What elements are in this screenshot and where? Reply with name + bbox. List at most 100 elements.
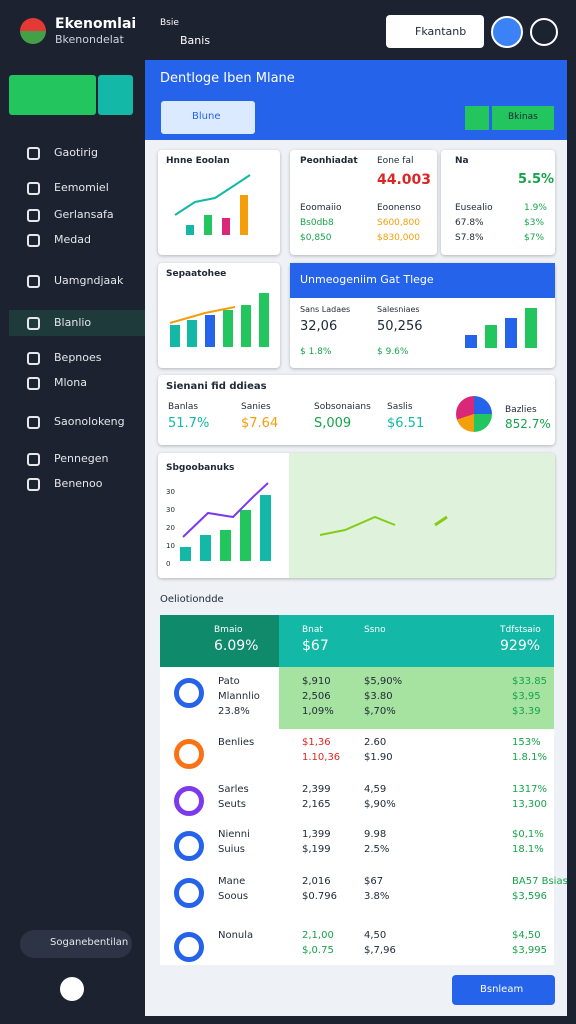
sidebar-icon	[27, 182, 40, 195]
label: Bazlies	[505, 405, 537, 415]
table-cell: 2.60	[364, 737, 387, 748]
card	[290, 150, 437, 255]
card-title: Sienani fid ddieas	[166, 381, 267, 392]
table-cell: $1,36	[302, 737, 331, 748]
tab-text: Blune	[192, 111, 221, 122]
table-header-text: $67	[302, 638, 329, 654]
tick-label: 0	[166, 560, 171, 568]
table-cell: BA57 Bsias	[512, 876, 568, 887]
sidebar-item: Uamgndjaak	[54, 274, 124, 287]
pie	[456, 396, 492, 432]
table-cell: 13,300	[512, 799, 547, 810]
table-cell: $3,596	[512, 891, 547, 902]
section-title: Oeliotiondde	[160, 594, 224, 605]
menu-icon[interactable]	[530, 18, 558, 46]
table-cell: $3,995	[512, 945, 547, 956]
sidebar-item: Mlona	[54, 376, 87, 389]
table-cell: $0,1%	[512, 829, 544, 840]
mini-chart	[169, 293, 269, 347]
table-cell: $33.85	[512, 676, 547, 687]
tick-label: 10	[166, 542, 175, 550]
table-header-text: Bnat	[302, 625, 323, 635]
bottom-icon[interactable]	[60, 977, 84, 1001]
sidebar-button[interactable]	[98, 75, 133, 115]
sidebar-icon	[27, 234, 40, 247]
table-cell: $,70%	[364, 706, 396, 717]
sidebar-icon	[27, 209, 40, 222]
tick-label: 20	[166, 524, 175, 532]
table-cell: 4,59	[364, 784, 387, 795]
card-title: Sbgoobanuks	[166, 463, 235, 473]
table-cell: $3.80	[364, 691, 393, 702]
table-header-text: Tdfstsaio	[500, 625, 541, 635]
tick-label: 30	[166, 488, 175, 496]
table-cell: 2,399	[302, 784, 331, 795]
label: 67.8%	[455, 218, 484, 228]
label: Peonhiadat	[300, 156, 358, 166]
table-cell: 18.1%	[512, 844, 544, 855]
mini-chart	[465, 308, 537, 348]
table-header-text: Ssno	[364, 625, 386, 635]
table-cell: $3.39	[512, 706, 541, 717]
search-box[interactable]	[386, 15, 484, 48]
label: Bsie	[160, 18, 179, 28]
table-cell: 2.5%	[364, 844, 390, 855]
tick-label: 30	[166, 506, 175, 514]
action-button[interactable]	[492, 106, 554, 130]
sidebar-footer[interactable]	[20, 930, 132, 958]
table-cell: $3,95	[512, 691, 541, 702]
row-icon	[174, 831, 204, 861]
table-cell: $,0.75	[302, 945, 334, 956]
table-cell: Sarles	[218, 784, 249, 795]
table-header-dark	[160, 615, 279, 667]
table-header-text: Bmaio	[214, 625, 243, 635]
avatar[interactable]	[491, 16, 523, 48]
sidebar-icon	[27, 416, 40, 429]
sidebar-item: Gerlansafa	[54, 208, 114, 221]
stat-value: 32,06	[300, 319, 338, 334]
tab-button[interactable]	[161, 101, 255, 134]
table-cell: 9.98	[364, 829, 387, 840]
stat-value: 5.5%	[518, 172, 555, 187]
app-subtitle: Bkenondelat	[55, 33, 124, 46]
stat-value: $6.51	[387, 416, 425, 431]
sidebar-item: Eemomiel	[54, 181, 109, 194]
card-header	[290, 263, 555, 298]
footer-button[interactable]	[452, 975, 555, 1005]
stat-value: 852.7%	[505, 417, 551, 431]
sidebar-footer-text: Soganebentilan	[50, 937, 129, 948]
sidebar-icon	[27, 147, 40, 160]
mini-chart	[180, 482, 271, 561]
label: $3%	[524, 218, 545, 228]
mini-chart	[174, 174, 251, 235]
label: Na	[455, 156, 469, 166]
row-icon	[174, 878, 204, 908]
stat-value: 50,256	[377, 319, 423, 334]
footer-button-text: Bsnleam	[480, 984, 524, 995]
sidebar-item: Saonolokeng	[54, 415, 125, 428]
table-cell: 153%	[512, 737, 541, 748]
sidebar-item: Medad	[54, 233, 91, 246]
table-header-text: 929%	[500, 638, 541, 654]
app-title: Ekenomlai	[55, 16, 137, 32]
card	[441, 150, 555, 255]
table-cell: $,90%	[364, 799, 396, 810]
table-cell: 2,016	[302, 876, 331, 887]
sidebar-button[interactable]	[9, 75, 96, 115]
label: S7.8%	[455, 233, 484, 243]
label: Bs0db8	[300, 218, 334, 228]
table-cell: Nienni	[218, 829, 250, 840]
table-cell: 2,1,00	[302, 930, 334, 941]
logo	[20, 18, 46, 44]
table-cell: 4,50	[364, 930, 387, 941]
sidebar-item: Bepnoes	[54, 351, 102, 364]
table-cell: $0.796	[302, 891, 337, 902]
table-header-text: 6.09%	[214, 638, 259, 654]
green-button[interactable]	[465, 106, 489, 130]
label: Saslis	[387, 402, 413, 412]
sidebar-icon	[27, 453, 40, 466]
table-cell: $1.90	[364, 752, 393, 763]
table-cell: Nonula	[218, 930, 254, 941]
table-cell: Suius	[218, 844, 246, 855]
sidebar-active	[9, 310, 145, 336]
